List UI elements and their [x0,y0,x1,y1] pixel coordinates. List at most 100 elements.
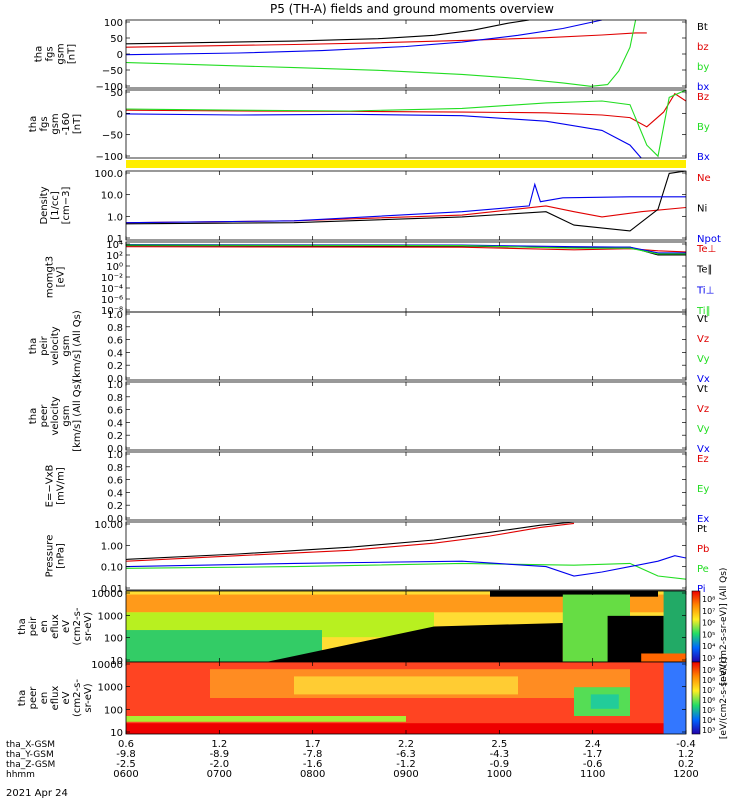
legend-Pb: Pb [697,544,709,555]
x-tick-label: -1.6 [303,759,323,770]
series-line-Bt [126,20,530,45]
y-tick-label: 1.0 [107,212,123,223]
colorbar-tick-label: 10⁵ [702,706,715,715]
y-tick-label: 50 [110,88,123,99]
x-axis-labels: tha_X-GSMtha_Y-GSMtha_Z-GSMhhmm0.6-9.8-2… [6,739,699,780]
legend-Vt: Vt [697,384,708,395]
spectrogram [126,591,686,662]
colorbar-tick-label: 10⁶ [702,619,715,628]
x-tick-label: -7.8 [303,749,323,760]
y-tick-label: 0.0 [107,374,123,385]
y-tick-label: −100 [96,82,123,93]
figure-title: P5 (TH-A) fields and ground moments over… [270,2,554,16]
y-tick-label: 0.6 [107,336,123,347]
series-line-bx [126,20,603,56]
y-tick-label: 0.8 [107,323,123,334]
legend-Npot: Npot [697,234,721,245]
panel-3: Ne Ni Npot 100.0 10.0 1.0 0.1 Density [1/cc] [cm−… [39,169,721,245]
y-axis-label: eflux [50,614,61,639]
x-tick-label: 0.6 [118,739,134,750]
y-tick-label: 10 [110,656,123,667]
legend-Pi: Pi [697,584,706,595]
y-axis-label: tha [28,338,39,354]
y-axis-label: tha [28,116,39,132]
x-tick-label: 2.4 [585,739,601,750]
legend-Vx: Vx [697,374,710,385]
y-axis-label: eflux [50,686,61,711]
y-tick-label: 10⁻⁶ [101,295,123,306]
y-axis-label: sr-eV) [83,612,94,641]
x-tick-label: -0.9 [490,759,510,770]
legend-Pe: Pe [697,564,709,575]
legend-Vt: Vt [697,314,708,325]
panel-frame [125,89,687,159]
x-row-label: tha_Y-GSM [6,750,54,760]
y-axis-label: tha [17,618,28,634]
panel-8: Pt Pb Pe Pi 10.00 1.00 0.10 0.01 Pressure [nPa] [45,520,710,595]
y-tick-label: −50 [102,131,123,142]
y-axis-label: [nT] [67,44,78,64]
y-axis-label: gsm [56,43,67,64]
x-tick-label: -0.4 [676,739,696,750]
legend-Ey: Ey [697,484,709,495]
y-axis-label: [cm−3] [61,187,72,225]
y-axis-label: [nT] [72,114,83,134]
colorbar-tick-label: 10⁷ [702,607,715,616]
colorbar [691,661,701,735]
x-tick-label: 1.2 [678,749,694,760]
x-tick-label: -4.3 [490,749,510,760]
series-line-Te⊥ [126,246,686,253]
y-axis-label: [mV/m] [56,467,67,505]
y-tick-label: 1.0 [107,450,123,461]
y-axis-label: E=−VxB [45,465,56,508]
x-tick-label: 1.2 [211,739,227,750]
y-tick-label: 0.2 [107,501,123,512]
y-axis-label: momgt3 [45,256,56,298]
y-axis-label: eV [61,691,72,704]
panel-6: Vt Vz Vy Vx 1.0 0.8 0.60.4 0.2 0.0 tha peer velocit… [28,380,710,455]
legend-Ex: Ex [697,514,709,525]
y-axis-label: en [39,692,50,705]
y-axis-label: Density [39,186,50,224]
series-line-By [126,90,686,158]
y-axis-label: -160 [61,113,72,136]
y-tick-label: 0.4 [107,348,123,359]
y-tick-label: 1000 [98,683,123,694]
y-axis-label: gsm [61,405,72,426]
y-axis-label: gsm [50,113,61,134]
spectrogram [126,662,686,734]
y-tick-label: 10 [110,728,123,739]
y-tick-label: 10⁰ [106,262,123,273]
x-tick-label: 0600 [113,769,138,780]
panel-frame [125,381,687,451]
legend-Bt: Bt [697,22,708,33]
x-tick-label: -1.7 [583,749,603,760]
y-tick-label: 50 [110,34,123,45]
x-tick-label: -0.6 [583,759,603,770]
y-axis-label: peir [28,616,39,636]
panel-frame [125,19,687,89]
colorbar-tick-label: 10⁸ [702,595,715,604]
panel-1: Bt bz by bx 100 50 0 −50 −100 tha fgs gsm [nT] [34,18,710,93]
legend-bz: bz [697,42,709,53]
y-tick-label: 0.6 [107,406,123,417]
y-tick-label: 1000 [98,611,123,622]
y-tick-label: 0.2 [107,431,123,442]
panel-frame [125,170,687,241]
y-tick-label: 0.01 [101,584,123,595]
y-axis-label: tha [17,690,28,706]
y-axis-label: [eV] [56,267,67,288]
y-tick-label: 100.0 [94,169,123,180]
y-tick-label: 10⁴ [106,240,123,251]
y-axis-label: peer [28,686,39,710]
panel-2: Bz By Bx 50 0 −50 −100 tha fgs gsm -160 [nT] [28,88,710,163]
y-axis-label: [km/s] (All Qs) [72,310,83,382]
series-line-Pi [126,555,686,577]
panel-9: 10⁸ 10⁷ 10⁶ 10⁵ 10⁴ 10³ [eV/(cm2-s-sr-eV)] (Al… [17,568,729,686]
x-tick-label: -1.2 [396,759,416,770]
colorbar-label: [eV/(cm2-s-sr-eV)] (All Qs) [719,568,729,686]
panel-frame [125,521,687,591]
